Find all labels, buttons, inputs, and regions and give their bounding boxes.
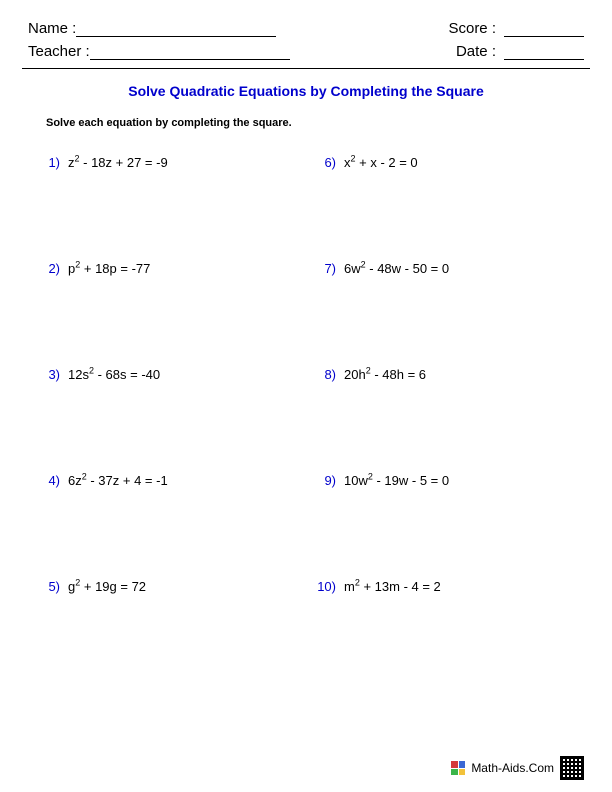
problem-equation: m2 + 13m - 4 = 2 <box>344 579 441 594</box>
problem-equation: x2 + x - 2 = 0 <box>344 155 418 170</box>
score-label: Score : <box>448 20 496 37</box>
teacher-line[interactable] <box>90 44 290 60</box>
problem-number: 9) <box>308 473 336 488</box>
date-field: Date : <box>456 43 584 60</box>
header-row-2: Teacher : Date : <box>28 43 584 60</box>
header-row-1: Name : Score : <box>28 20 584 37</box>
footer-site: Math-Aids.Com <box>471 761 554 775</box>
qr-code-icon <box>560 756 584 780</box>
problem-number: 4) <box>32 473 60 488</box>
problem: 9) 10w2 - 19w - 5 = 0 <box>308 473 584 579</box>
date-label: Date : <box>456 43 496 60</box>
problem: 8) 20h2 - 48h = 6 <box>308 367 584 473</box>
instructions: Solve each equation by completing the sq… <box>46 117 584 129</box>
problem-equation: 6z2 - 37z + 4 = -1 <box>68 473 168 488</box>
problem-equation: 10w2 - 19w - 5 = 0 <box>344 473 449 488</box>
problem-equation: p2 + 18p = -77 <box>68 261 150 276</box>
problem-number: 10) <box>308 579 336 594</box>
footer: Math-Aids.Com <box>451 756 584 780</box>
score-line[interactable] <box>504 21 584 37</box>
problem-number: 7) <box>308 261 336 276</box>
problem: 3) 12s2 - 68s = -40 <box>32 367 308 473</box>
worksheet-title: Solve Quadratic Equations by Completing … <box>28 83 584 99</box>
teacher-field: Teacher : <box>28 43 290 60</box>
problem-number: 2) <box>32 261 60 276</box>
problem: 7) 6w2 - 48w - 50 = 0 <box>308 261 584 367</box>
footer-logo-icon <box>451 761 465 775</box>
name-label: Name : <box>28 20 76 37</box>
problem-equation: z2 - 18z + 27 = -9 <box>68 155 168 170</box>
problem: 6) x2 + x - 2 = 0 <box>308 155 584 261</box>
teacher-label: Teacher : <box>28 43 90 60</box>
problem-equation: 20h2 - 48h = 6 <box>344 367 426 382</box>
problems-grid: 1) z2 - 18z + 27 = -9 6) x2 + x - 2 = 0 2) p2… <box>28 155 584 685</box>
problem-number: 1) <box>32 155 60 170</box>
problem-equation: 12s2 - 68s = -40 <box>68 367 160 382</box>
problem-number: 6) <box>308 155 336 170</box>
problem-equation: 6w2 - 48w - 50 = 0 <box>344 261 449 276</box>
name-line[interactable] <box>76 21 276 37</box>
problem-number: 5) <box>32 579 60 594</box>
problem-equation: g2 + 19g = 72 <box>68 579 146 594</box>
name-field: Name : <box>28 20 276 37</box>
problem-number: 3) <box>32 367 60 382</box>
problem: 4) 6z2 - 37z + 4 = -1 <box>32 473 308 579</box>
score-field: Score : <box>448 20 584 37</box>
divider <box>22 68 590 69</box>
problem: 5) g2 + 19g = 72 <box>32 579 308 685</box>
problem-number: 8) <box>308 367 336 382</box>
problem: 2) p2 + 18p = -77 <box>32 261 308 367</box>
problem: 10) m2 + 13m - 4 = 2 <box>308 579 584 685</box>
date-line[interactable] <box>504 44 584 60</box>
problem: 1) z2 - 18z + 27 = -9 <box>32 155 308 261</box>
